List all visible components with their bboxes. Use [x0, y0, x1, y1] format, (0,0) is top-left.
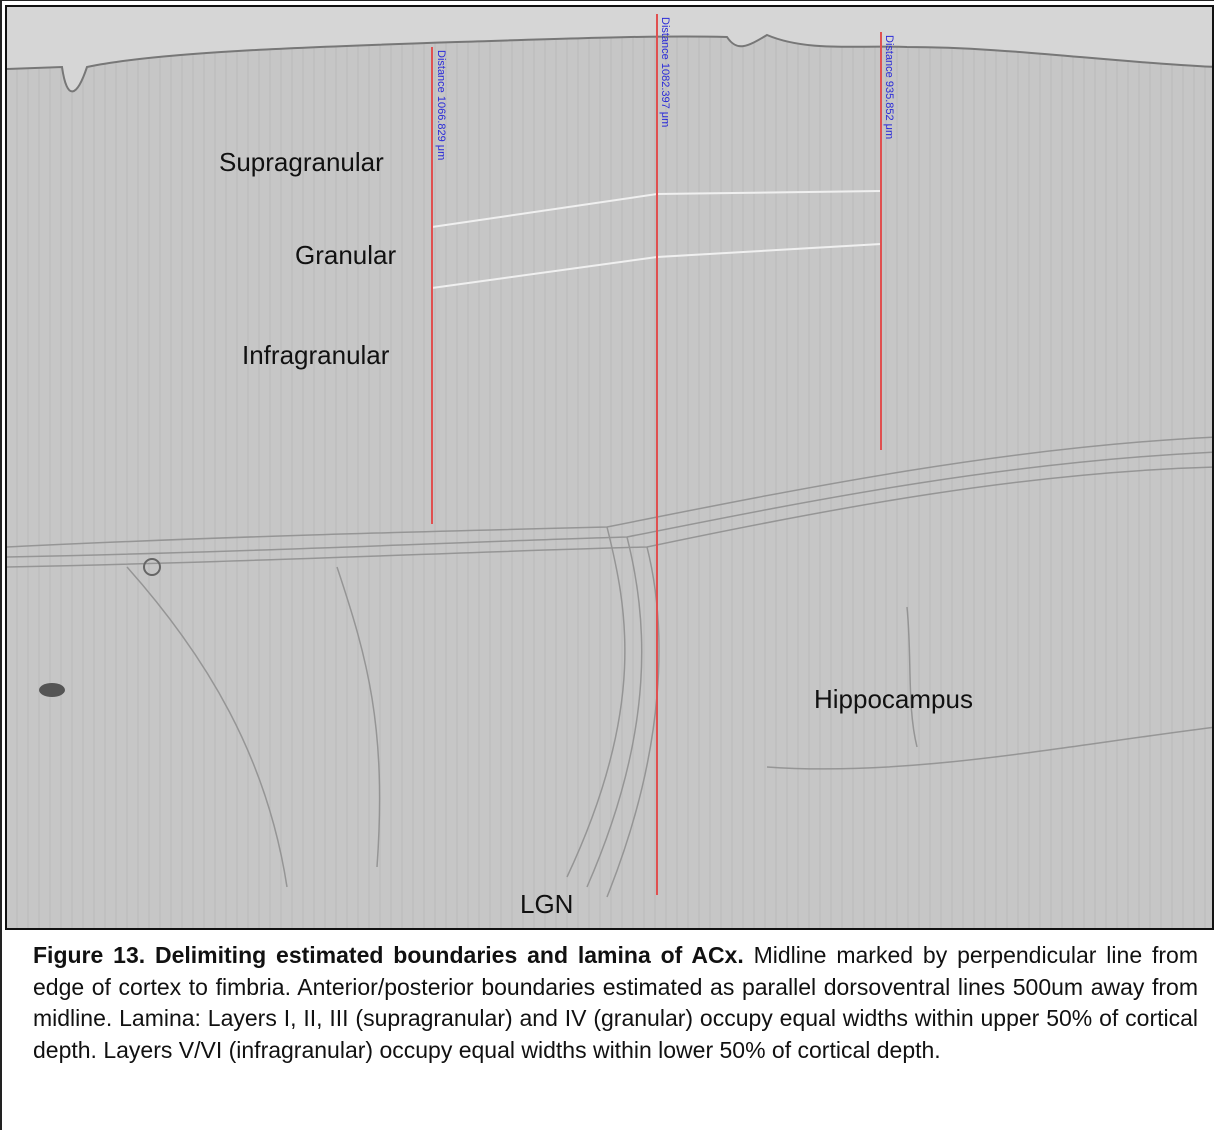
region-label: Infragranular: [242, 340, 389, 371]
figure-caption: Figure 13. Delimiting estimated boundari…: [33, 940, 1198, 1066]
caption-title: Figure 13. Delimiting estimated boundari…: [33, 942, 744, 968]
dark-spot: [39, 683, 65, 697]
region-label: Hippocampus: [814, 684, 973, 715]
distance-label: Distance 1082.397 μm: [659, 17, 671, 127]
background-above-cortex: [7, 7, 1214, 91]
fiber-tracts: [7, 437, 1214, 897]
region-label: LGN: [520, 889, 573, 920]
micrograph-overlay: [7, 7, 1214, 930]
page: {"figure": { "labels": ["Supragranular",…: [0, 0, 1214, 1131]
region-label: Granular: [295, 240, 396, 271]
micrograph: Supragranular Granular Infragranular Hip…: [5, 5, 1214, 930]
vessel: [144, 559, 160, 575]
measurement-lines: [432, 14, 881, 895]
distance-label: Distance 1066.829 μm: [435, 50, 447, 160]
distance-label: Distance 935.852 μm: [883, 35, 895, 139]
region-label: Supragranular: [219, 147, 384, 178]
